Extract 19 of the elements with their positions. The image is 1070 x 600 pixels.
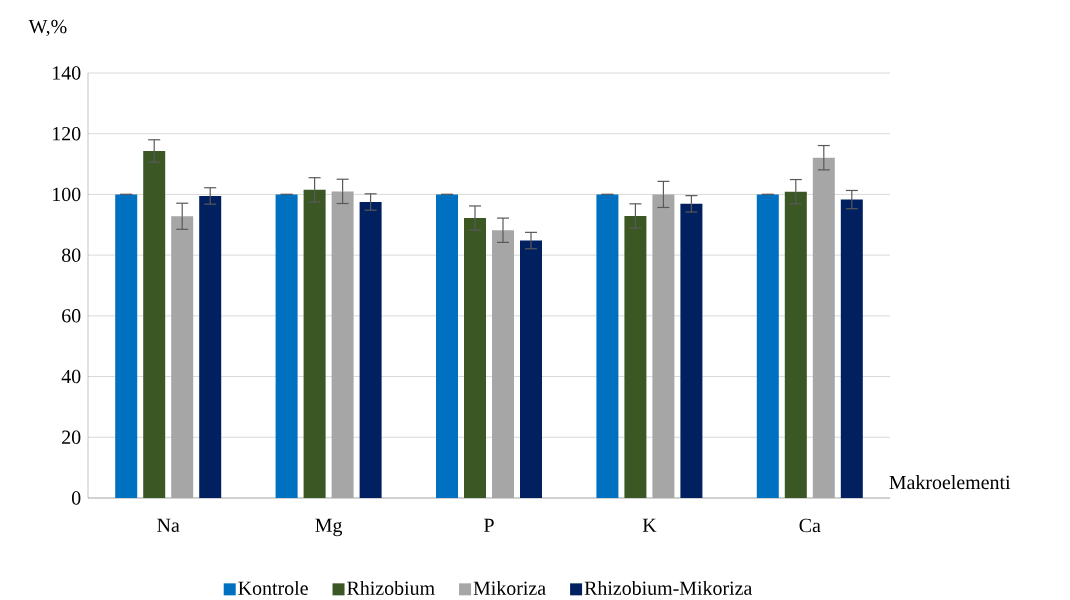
x-tick-label: P bbox=[484, 518, 494, 532]
y-tick-label: 120 bbox=[53, 127, 81, 141]
y-tick-label: 40 bbox=[61, 369, 81, 384]
legend-label: Mikoriza bbox=[473, 581, 546, 596]
legend-label: Kontrole bbox=[238, 581, 308, 596]
x-tick-label: Mg bbox=[315, 518, 343, 537]
y-tick-label: 140 bbox=[53, 66, 81, 80]
x-axis-title: Makroelementi bbox=[889, 475, 1011, 490]
x-tick-label: Ca bbox=[799, 518, 821, 533]
x-tick-label: Na bbox=[157, 518, 180, 533]
x-tick-label: K bbox=[642, 518, 657, 532]
legend-label: Rhizobium bbox=[347, 581, 435, 596]
y-tick-label: 60 bbox=[62, 309, 81, 323]
y-tick-label: 100 bbox=[53, 187, 81, 202]
y-tick-label: 80 bbox=[62, 248, 81, 262]
y-tick-label: 0 bbox=[71, 491, 81, 505]
y-tick-label: 20 bbox=[62, 430, 81, 445]
legend-label: Rhizobium-Mikoriza bbox=[584, 581, 753, 596]
y-axis-title: W,% bbox=[28, 19, 67, 37]
